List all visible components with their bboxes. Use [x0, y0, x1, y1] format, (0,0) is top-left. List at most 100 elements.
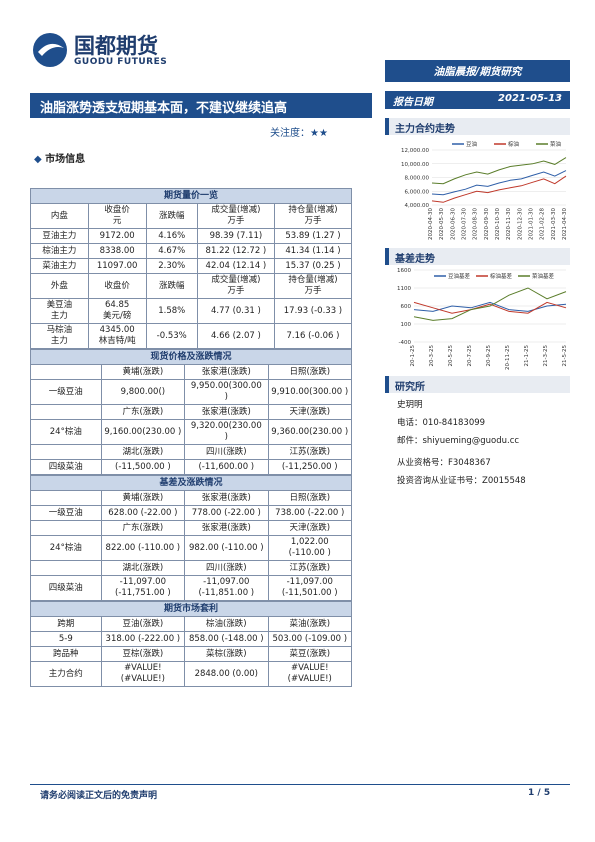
table-cell: 一级豆油	[30, 379, 102, 405]
y-tick-label: 100	[401, 322, 412, 328]
research-name: 史玥明	[397, 400, 423, 410]
title-bar: 油脂涨势透支短期基本面，不建议继续追高	[30, 93, 372, 118]
table-row: 四级菜油 (-11,500.00 ) (-11,600.00 ) (-11,250.0…	[30, 459, 353, 475]
legend-label: 豆油基差	[448, 272, 471, 280]
table-cell: 成交量(增减) 万手	[196, 203, 275, 229]
table-row: 四级菜油 -11,097.00 (-11,751.00 ) -11,097.00 (…	[30, 575, 353, 601]
table-cell: 持仓量(增减) 万手	[273, 273, 353, 299]
table-cell: 4.77 (0.31 )	[196, 298, 275, 324]
table-cell: 持仓量(增减) 万手	[273, 203, 353, 229]
section-text: 市场信息	[45, 154, 86, 165]
table-cell: 7.16 (-0.06 )	[273, 323, 353, 349]
y-tick-label: 8,000.00	[405, 176, 430, 182]
table-cell: 15.37 (0.25 )	[273, 258, 353, 274]
x-tick-label: 21-5-25	[562, 345, 568, 367]
chart-heading: 基差走势	[385, 248, 570, 265]
table-cell: 1.58%	[145, 298, 198, 324]
table-cell: -0.53%	[145, 323, 198, 349]
section-title: ◆ 市场信息	[34, 154, 86, 165]
x-tick-label: 2021-02-28	[540, 208, 546, 240]
table-cell: 涨跌幅	[145, 203, 198, 229]
research-advisory: 投资咨询从业证书号：Z0015548	[397, 476, 526, 486]
table-row: 5-9 318.00 (-222.00 ) 858.00 (-148.00 ) 503…	[30, 631, 353, 647]
table-row: 跨品种 豆棕(涨跌) 菜棕(涨跌) 菜豆(涨跌)	[30, 646, 353, 662]
table-cell: 4.66 (2.07 )	[196, 323, 275, 349]
table-cell: #VALUE! (#VALUE!)	[267, 661, 353, 687]
table-cell: 982.00 (-110.00 )	[184, 535, 269, 561]
x-tick-label: 2020-04-30	[428, 208, 434, 240]
table-cell: 收盘价	[87, 273, 147, 299]
table-row: 24°棕油 822.00 (-110.00 ) 982.00 (-110.00 ) 1…	[30, 535, 353, 561]
logo-cn: 国都期货	[74, 34, 158, 58]
table-row: 广东(涨跌) 张家港(涨跌) 天津(涨跌)	[30, 520, 353, 536]
table-cell: (-11,500.00 )	[100, 459, 186, 475]
footer-page: 1 / 5	[528, 788, 551, 798]
x-tick-label: 21-3-25	[543, 345, 549, 367]
table-cell: 2848.00 (0.00)	[184, 661, 269, 687]
date: 2021-05-13	[498, 93, 562, 104]
table-cell: 基差及涨跌情况	[30, 475, 352, 491]
table: 基差及涨跌情况 黄埔(涨跌) 张家港(涨跌) 日照(涨跌) 一级豆油 628.00 (-2…	[30, 475, 353, 601]
x-tick-label: 2020-10-30	[495, 208, 501, 240]
table-row: 一级豆油 9,800.00() 9,950.00(300.00 ) 9,910.00(…	[30, 379, 353, 405]
table-row: 期货市场套利	[30, 601, 352, 617]
table-row: 主力合约 #VALUE! (#VALUE!) 2848.00 (0.00) #VALU…	[30, 661, 353, 687]
footer-rule	[30, 784, 570, 785]
logo-en: GUODU FUTURES	[74, 57, 168, 67]
table-cell: 收盘价 元	[87, 203, 147, 229]
x-tick-label: 2020-07-30	[462, 208, 468, 240]
table-cell: 822.00 (-110.00 )	[100, 535, 186, 561]
table-cell: 1,022.00 (-110.00 )	[267, 535, 353, 561]
chart-heading: 主力合约走势	[385, 118, 570, 135]
footer-disclaimer: 请务必阅读正文后的免责声明	[40, 791, 158, 801]
logo: 国都期货 GUODU FUTURES	[30, 30, 180, 74]
table-cell: 外盘	[30, 273, 89, 299]
legend-label: 菜油	[550, 140, 562, 148]
table-cell: 马棕油 主力	[30, 323, 89, 349]
date-label: 报告日期	[393, 97, 433, 108]
table-cell: -11,097.00 (-11,751.00 )	[100, 575, 186, 601]
table-row: 一级豆油 628.00 (-22.00 ) 778.00 (-22.00 ) 738.…	[30, 505, 353, 521]
table-row: 黄埔(涨跌) 张家港(涨跌) 日照(涨跌)	[30, 364, 353, 380]
x-tick-label: 2020-08-30	[473, 208, 479, 240]
line-series	[431, 157, 567, 185]
x-tick-label: 21-1-25	[524, 345, 530, 367]
table-row: 黄埔(涨跌) 张家港(涨跌) 日照(涨跌)	[30, 490, 353, 506]
x-tick-label: 2020-11-30	[506, 208, 512, 240]
legend-label: 棕油	[508, 140, 520, 148]
x-tick-label: 20-11-25	[505, 345, 511, 370]
x-tick-label: 2020-09-30	[484, 208, 490, 240]
x-tick-label: 20-9-25	[486, 345, 492, 367]
table-cell: 9,160.00(230.00 )	[100, 419, 186, 445]
x-tick-label: 2021-03-30	[551, 208, 557, 240]
x-tick-label: 2021-01-30	[529, 208, 535, 240]
table: 期货量价一览 内盘 收盘价 元涨跌幅 成交量(增减) 万手 持仓量(增减) 万手 豆油主力…	[30, 188, 353, 349]
x-tick-label: 20-3-25	[429, 345, 435, 367]
table-cell: 主力合约	[30, 661, 102, 687]
table-row: 外盘 收盘价 涨跌幅 成交量(增减) 万手 持仓量(增减) 万手	[30, 273, 353, 299]
table-cell: -11,097.00 (-11,501.00 )	[267, 575, 353, 601]
table-row: 内盘 收盘价 元涨跌幅 成交量(增减) 万手 持仓量(增减) 万手	[30, 203, 353, 229]
line-series	[431, 175, 567, 203]
table-row: 马棕油 主力 4345.00 林吉特/吨 -0.53% 4.66 (2.07 ) 7.1…	[30, 323, 353, 349]
y-tick-label: 10,000.00	[401, 162, 429, 168]
y-tick-label: -400	[399, 340, 412, 346]
y-tick-label: 600	[401, 304, 412, 310]
table-cell: 涨跌幅	[145, 273, 198, 299]
table-cell: 9,950.00(300.00 )	[184, 379, 269, 405]
y-tick-label: 1100	[397, 286, 411, 292]
banner: 油脂晨报/期货研究	[385, 60, 570, 82]
table-row: 24°棕油 9,160.00(230.00 ) 9,320.00(230.00 ) 9…	[30, 419, 353, 445]
table-cell: (-11,250.00 )	[267, 459, 353, 475]
table-row: 美豆油 主力 64.85 美元/磅 1.58% 4.77 (0.31 ) 17.93 (…	[30, 298, 353, 324]
table-cell: 美豆油 主力	[30, 298, 89, 324]
table-row: 菜油主力 11097.00 2.30% 42.04 (12.14 ) 15.37 (0.…	[30, 258, 353, 274]
x-tick-label: 2020-06-30	[450, 208, 456, 240]
research-email: 邮件：shiyueming@guodu.cc	[397, 436, 520, 446]
legend-label: 菜油基差	[532, 272, 555, 280]
x-tick-label: 2021-04-30	[562, 208, 568, 240]
x-tick-label: 20-5-25	[448, 345, 454, 367]
y-tick-label: 4,000.00	[405, 203, 430, 209]
